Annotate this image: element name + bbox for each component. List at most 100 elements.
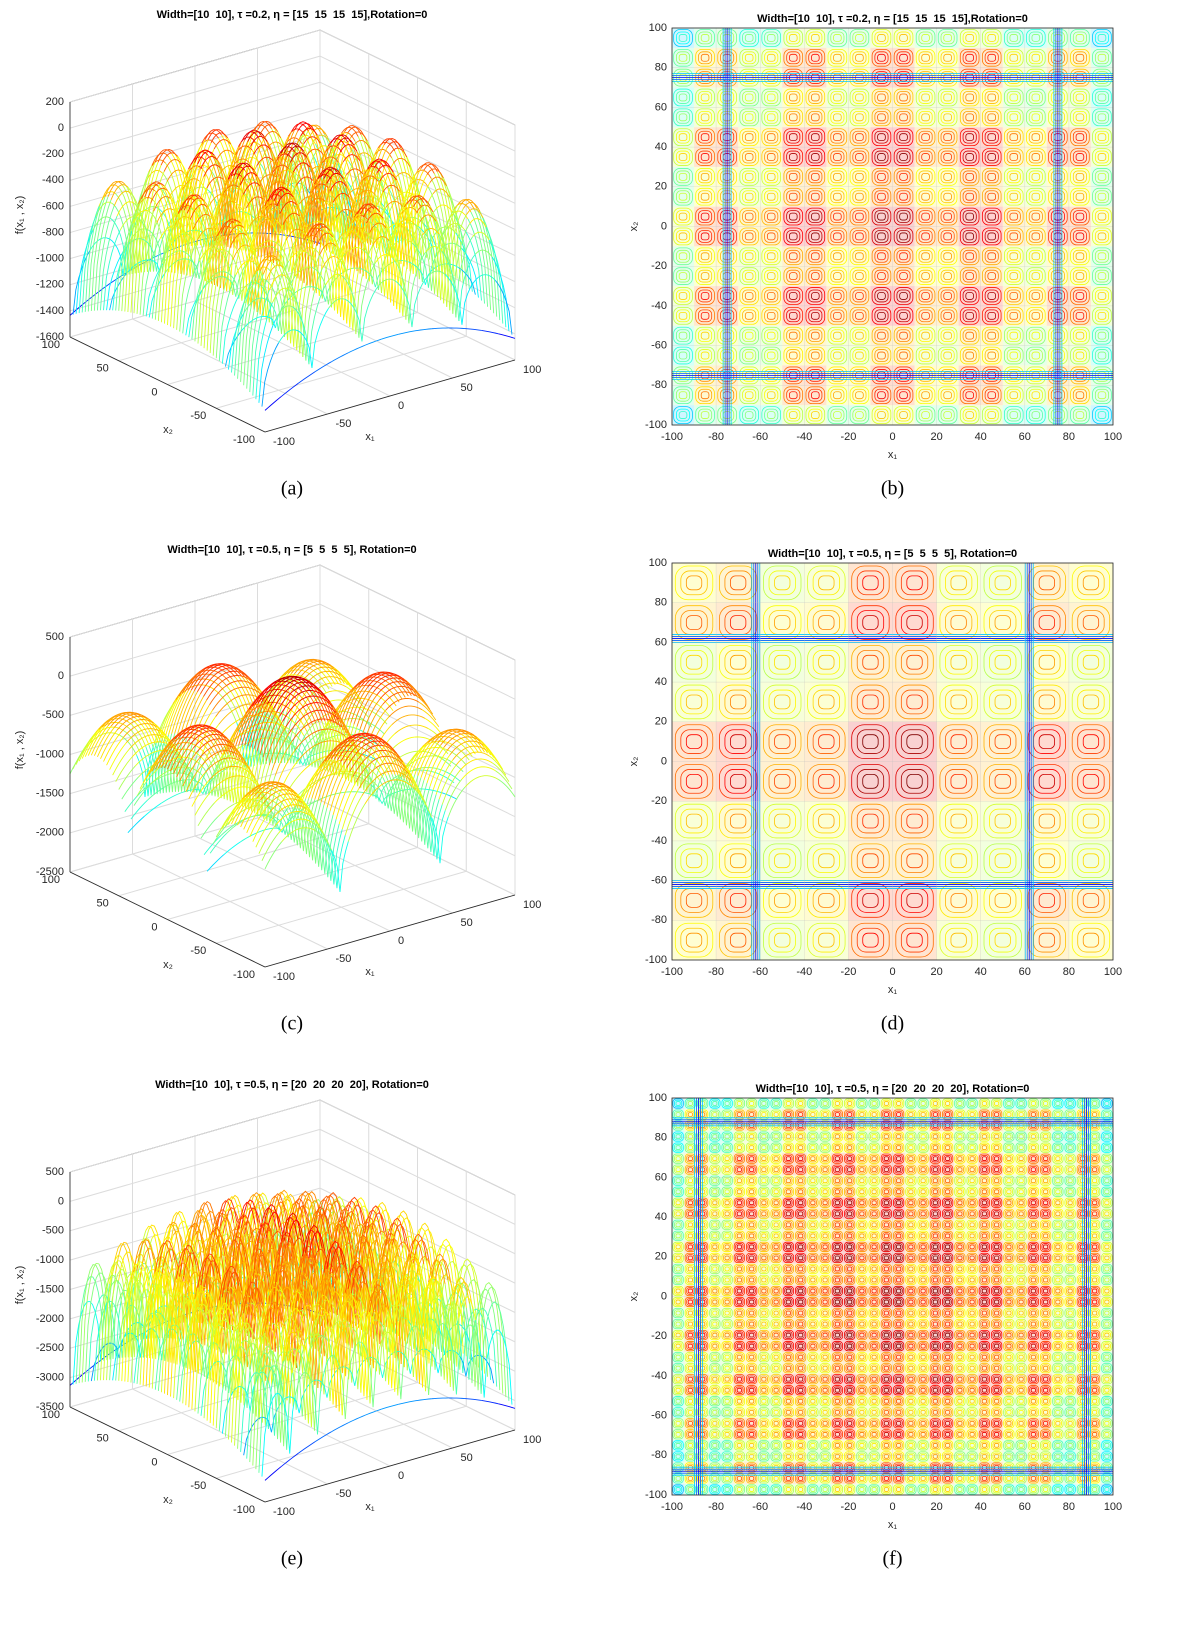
- contour-line: [852, 110, 867, 124]
- mesh-line: [428, 270, 446, 276]
- mesh-line: [130, 198, 149, 313]
- mesh-line: [362, 195, 380, 202]
- mesh-line: [372, 236, 390, 246]
- mesh-line: [203, 835, 222, 855]
- mesh-line: [346, 216, 364, 324]
- mesh-line: [242, 182, 261, 195]
- mesh-line: [265, 217, 284, 269]
- contour-line: [676, 110, 691, 124]
- mesh-line: [136, 211, 155, 314]
- mesh-line: [449, 214, 467, 311]
- contour-line: [852, 190, 867, 204]
- contour-line: [877, 192, 886, 201]
- contour-line: [676, 51, 691, 65]
- contour-line: [695, 168, 715, 186]
- contour-line: [827, 108, 848, 127]
- y-tick-label: 20: [655, 716, 667, 728]
- contour-line: [761, 247, 781, 266]
- mesh-line: [326, 173, 344, 184]
- z-tick-label: -1000: [36, 253, 64, 265]
- mesh-line: [220, 178, 238, 288]
- contour-line: [700, 212, 710, 221]
- contour-line: [833, 292, 842, 300]
- contour-line: [893, 88, 914, 107]
- contour-line: [744, 53, 754, 62]
- contour-line: [805, 267, 826, 285]
- mesh-line: [431, 327, 449, 330]
- contour-line: [764, 408, 779, 422]
- contour-line: [808, 150, 823, 164]
- contour-line: [678, 34, 688, 42]
- contour-line: [871, 247, 892, 266]
- contour-line: [676, 130, 691, 144]
- contour-line: [808, 91, 823, 104]
- contour-line: [742, 349, 757, 362]
- grid-line: [216, 335, 467, 409]
- mesh-line: [148, 210, 167, 272]
- mesh-line: [362, 206, 381, 218]
- contour-fill: [848, 801, 893, 841]
- contour-line: [811, 232, 820, 241]
- contour-line: [744, 173, 754, 181]
- x-tick-label: -40: [796, 431, 812, 443]
- contour-line: [827, 406, 848, 424]
- contour-fill: [936, 920, 981, 960]
- mesh-line: [273, 162, 291, 264]
- contour-fill: [936, 682, 981, 722]
- mesh-line: [379, 201, 397, 245]
- x-tick-label: -100: [273, 436, 295, 448]
- mesh-line: [408, 714, 426, 719]
- y-tick-label: -80: [651, 914, 667, 926]
- contour-line: [808, 130, 823, 144]
- mesh-line: [87, 196, 106, 312]
- mesh-line: [263, 130, 282, 139]
- contour-line: [766, 212, 776, 221]
- contour-line: [783, 326, 804, 345]
- contour-line: [766, 113, 776, 122]
- contour-line: [855, 133, 864, 142]
- contour-fill: [804, 840, 849, 881]
- mesh-line: [308, 284, 326, 365]
- contour-line: [852, 230, 867, 243]
- x-tick-label: -60: [752, 431, 768, 443]
- contour-line: [739, 227, 759, 246]
- contour-line: [899, 113, 908, 122]
- mesh-line: [280, 142, 299, 154]
- contour-line: [744, 292, 754, 300]
- mesh-line: [325, 273, 343, 286]
- contour-line: [830, 289, 845, 303]
- contour-line: [761, 207, 781, 226]
- mesh-line: [317, 142, 335, 246]
- mesh-line: [151, 198, 170, 273]
- contour-line: [761, 48, 781, 67]
- mesh-line: [206, 188, 224, 236]
- mesh-line: [183, 194, 202, 211]
- mesh-line: [265, 224, 284, 320]
- contour-line: [827, 287, 848, 305]
- mesh-line: [254, 141, 273, 232]
- y-tick-label: -50: [190, 945, 206, 957]
- x-axis-label: x₁: [888, 984, 898, 996]
- mesh-line: [390, 167, 408, 269]
- mesh-line: [216, 149, 235, 160]
- contour-line: [742, 249, 757, 263]
- contour-line: [673, 346, 693, 365]
- caption: (d): [881, 1013, 904, 1035]
- mesh-line: [478, 766, 496, 772]
- mesh-line: [340, 213, 358, 317]
- contour-line: [698, 110, 713, 124]
- mesh-line: [116, 201, 134, 217]
- contour-line: [855, 232, 864, 241]
- contour-line: [783, 406, 804, 424]
- y-tick-label: 100: [649, 22, 667, 34]
- mesh-line: [297, 148, 315, 245]
- contour-line: [761, 227, 781, 246]
- mesh-line: [498, 333, 516, 339]
- contour-line: [830, 230, 845, 243]
- mesh-line: [215, 144, 233, 233]
- x-tick-label: 100: [523, 899, 541, 911]
- z-tick-label: -200: [42, 148, 64, 160]
- mesh-line: [341, 275, 360, 338]
- mesh-line: [327, 187, 346, 262]
- contour-line: [805, 326, 826, 345]
